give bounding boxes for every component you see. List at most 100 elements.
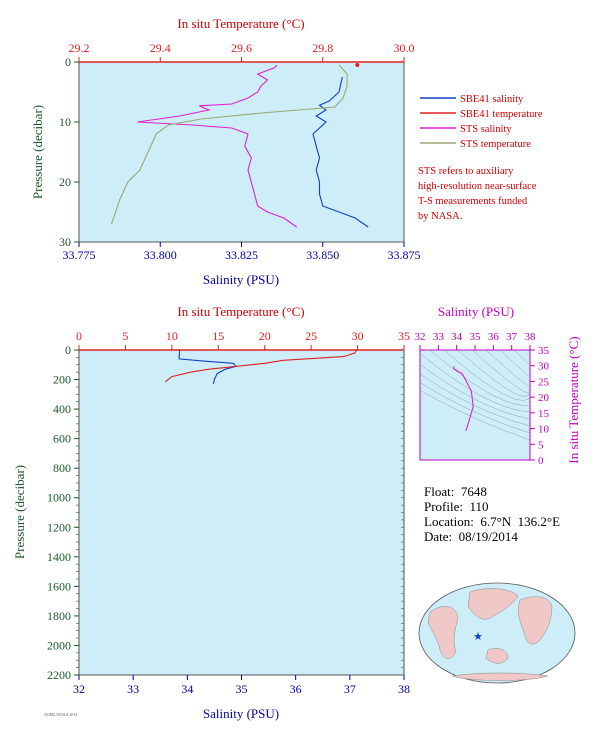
x2-tick-label: 29.6 [231,41,252,55]
legend-note-line: by NASA. [418,211,462,222]
density-contour [429,350,530,406]
y-tick-label: 2200 [47,668,71,682]
bottom-temperature-axis-title: In situ Temperature (°C) [177,304,304,319]
x-tick-label: 33 [127,682,139,696]
legend-note-line: high-resolution near-surface [418,181,537,192]
top-temperature-axis-title: In situ Temperature (°C) [177,16,304,31]
x-tick-label: 33.775 [63,248,96,262]
density-contour [499,350,530,378]
top-series-lines [110,63,369,228]
float-id: Float: 7648 [424,484,487,499]
map-landmass-antarctica [451,672,549,681]
y-tick-label: 1000 [47,491,71,505]
legend-label: STS temperature [460,139,531,150]
y-tick-label: 200 [53,373,71,387]
x2-tick-label: 30.0 [394,41,415,55]
legend-label: SBE41 salinity [460,94,524,105]
float-info: Float: 7648 Profile: 110 Location: 6.7°N… [424,484,560,544]
world-map: ★ [418,582,576,684]
x-tick-label: 38 [398,682,410,696]
bottom-series-lines [165,349,358,385]
x2-tick-label: 29.2 [69,41,90,55]
ts-ticks [419,345,535,461]
bottom-plot-area [78,349,405,676]
x-tick-label: 37 [344,682,356,696]
y-tick-label: 0 [65,55,71,69]
y-tick-label: 35 [538,345,550,357]
x-tick-label: 35 [236,682,248,696]
legend-label: SBE41 temperature [460,109,543,120]
y-tick-label: 0 [65,343,71,357]
x-tick-label: 32 [73,682,85,696]
series-line [178,349,238,385]
x-tick-label: 36 [290,682,302,696]
x-tick-label: 34 [181,682,193,696]
x-tick-label: 33.800 [144,248,177,262]
x2-tick-label: 29.4 [150,41,171,55]
density-contour [420,382,530,434]
y-tick-label: 10 [59,115,71,129]
legend-note-line: STS refers to auxiliary [418,166,514,177]
float-location: Location: 6.7°N 136.2°E [424,514,561,529]
ts-temperature-axis-title: In situ Temperature (°C) [566,336,581,463]
x-tick-label: 35 [470,331,482,343]
y-tick-label: 10 [538,424,550,436]
map-landmass-asia [467,588,519,620]
x-tick-label: 38 [525,331,537,343]
x2-tick-label: 15 [212,329,224,343]
x-tick-label: 33 [433,331,445,343]
legend-note-line: T-S measurements funded [418,196,528,207]
x2-tick-label: 10 [166,329,178,343]
y-tick-label: 20 [538,392,550,404]
legend: SBE41 salinity SBE41 temperature STS salin… [418,94,543,222]
series-line [312,76,369,228]
map-landmass-africa-europe [518,596,553,645]
x-tick-label: 33.850 [306,248,339,262]
full-profile-panel: In situ Temperature (°C) 32 33 34 35 36 37 38 0… [12,304,410,721]
x2-tick-label: 5 [122,329,128,343]
legend-label: STS salinity [460,124,512,135]
x-tick-label: 34 [451,331,463,343]
x2-tick-label: 30 [352,329,364,343]
near-surface-panel: In situ Temperature (°C) 33.775 33.800 33.… [30,16,421,287]
y-tick-label: 30 [59,235,71,249]
density-contour [457,350,530,397]
y-tick-label: 30 [538,361,550,373]
x2-tick-label: 25 [305,329,317,343]
top-salinity-axis-title: Salinity (PSU) [203,272,279,287]
density-contours [420,350,530,441]
top-pressure-axis-title: Pressure (decibar) [30,105,45,199]
density-contour [443,350,530,401]
profile-date: Date: 08/19/2014 [424,529,518,544]
x2-tick-label: 29.8 [312,41,333,55]
ts-plot-area [419,349,531,461]
ts-salinity-axis-title: Salinity (PSU) [438,304,514,319]
y-tick-label: 5 [538,439,544,451]
x-tick-label: 32 [415,331,426,343]
y-tick-label: 20 [59,175,71,189]
series-line [137,64,298,228]
bottom-salinity-axis-title: Salinity (PSU) [203,706,279,721]
y-tick-label: 600 [53,432,71,446]
top-plot-area [78,61,405,243]
density-contour [420,373,530,427]
profile-number: Profile: 110 [424,499,489,514]
y-tick-label: 0 [538,455,544,467]
x-tick-label: 33.875 [388,248,421,262]
y-tick-label: 1800 [47,609,71,623]
ts-diagram-panel: Salinity (PSU) 32 33 34 35 36 37 3805101520253… [415,304,582,467]
density-contour [485,350,530,388]
density-contour [420,390,530,441]
float-location-marker: ★ [473,631,483,643]
x-tick-label: 33.825 [225,248,258,262]
x-tick-label: 37 [506,331,518,343]
density-contour [420,363,530,420]
density-contour [420,353,530,413]
x2-tick-label: 0 [76,329,82,343]
x2-tick-label: 35 [398,329,410,343]
y-tick-label: 25 [538,376,550,388]
density-contour [513,350,530,366]
y-tick-label: 800 [53,461,71,475]
map-landmass-americas [427,606,459,659]
